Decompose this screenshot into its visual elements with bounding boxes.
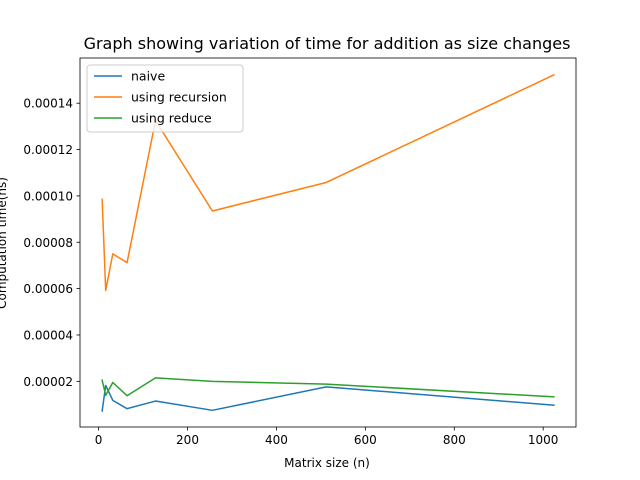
y-tick-label: 0.00010 (23, 189, 73, 203)
y-axis-title: Computation time(ns) (0, 177, 9, 309)
x-tick-label: 1000 (528, 433, 559, 447)
series-line-2 (101, 377, 555, 398)
legend-label: using reduce (131, 111, 212, 126)
series-line-1 (101, 73, 555, 292)
y-tick-label: 0.00006 (23, 282, 73, 296)
x-tick-label: 400 (265, 433, 288, 447)
legend-label: naive (131, 69, 165, 84)
x-tick-label: 800 (443, 433, 466, 447)
plot-area: 0 200 400 600 800 1000 0.00002 0.00004 0.00006 0.… (23, 57, 577, 447)
x-axis-title: Matrix size (n) (284, 456, 370, 470)
x-tick-label: 200 (176, 433, 199, 447)
legend: naive using recursion using reduce (86, 64, 244, 133)
y-tick-label: 0.00008 (23, 236, 73, 250)
x-tick-label: 0 (95, 433, 103, 447)
y-tick-label: 0.00004 (23, 328, 73, 342)
series-line-0 (101, 384, 555, 412)
legend-label: using recursion (131, 90, 227, 105)
legend-box (86, 64, 244, 133)
y-tick-label: 0.00012 (23, 143, 73, 157)
y-tick-label: 0.00014 (23, 97, 73, 111)
chart-title: Graph showing variation of time for addi… (84, 34, 571, 53)
x-tick-label: 600 (354, 433, 377, 447)
y-tick-label: 0.00002 (23, 375, 73, 389)
